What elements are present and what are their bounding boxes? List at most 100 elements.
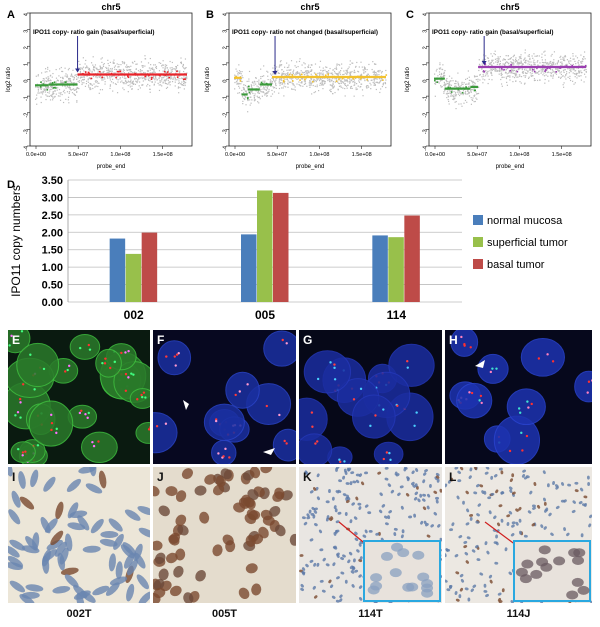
probe-point (258, 92, 260, 94)
probe-point (93, 69, 95, 71)
probe-point (87, 81, 90, 83)
probe-point (61, 82, 63, 84)
probe-point (78, 81, 80, 83)
probe-point (279, 61, 282, 63)
stained-nucleus (413, 496, 418, 501)
probe-point (44, 88, 46, 90)
probe-point (466, 93, 468, 95)
probe-point (114, 83, 117, 85)
probe-point (358, 78, 360, 80)
probe-point (442, 64, 444, 66)
fish-signal (84, 413, 87, 416)
probe-point (490, 71, 493, 73)
probe-point (131, 82, 133, 84)
probe-point (440, 75, 442, 78)
stained-nucleus (353, 516, 358, 520)
probe-point (90, 62, 93, 64)
probe-point (96, 75, 98, 77)
stained-nucleus (368, 529, 373, 533)
probe-point (287, 86, 289, 88)
probe-point (275, 87, 277, 90)
stained-nucleus (470, 588, 474, 593)
probe-point (567, 68, 569, 70)
probe-point (572, 67, 574, 69)
probe-point (166, 67, 168, 69)
probe-point (490, 72, 492, 74)
probe-point (73, 88, 75, 90)
fish-signal (234, 393, 237, 397)
stained-nucleus (469, 514, 474, 517)
probe-point (539, 79, 541, 81)
probe-point (165, 66, 167, 68)
fish-signal (64, 370, 67, 373)
probe-point (436, 68, 438, 71)
probe-point (459, 91, 461, 93)
probe-point (576, 72, 578, 75)
fish-signal (478, 399, 481, 402)
x-tick-label: 1.5e+08 (552, 152, 572, 158)
probe-point (139, 87, 141, 89)
probe-point (258, 102, 260, 104)
probe-point (270, 85, 272, 87)
probe-point (256, 95, 258, 97)
probe-point (296, 72, 299, 74)
probe-point (458, 94, 461, 97)
probe-point (140, 61, 143, 63)
probe-point (93, 83, 95, 85)
segment-probe (39, 86, 42, 88)
probe-point (513, 76, 516, 79)
probe-point (353, 95, 355, 97)
probe-point (177, 78, 179, 80)
probe-point (309, 66, 311, 69)
probe-point (475, 93, 478, 95)
probe-point (345, 70, 348, 72)
probe-point (306, 85, 308, 87)
probe-point (114, 72, 116, 74)
probe-point (520, 82, 522, 84)
fish-signal (310, 411, 314, 414)
fish-signal (86, 416, 89, 420)
probe-point (512, 76, 514, 78)
probe-point (370, 84, 372, 86)
probe-point (372, 81, 374, 84)
probe-point (561, 65, 563, 67)
stained-nucleus (9, 580, 26, 593)
probe-point (510, 69, 512, 71)
probe-point (356, 61, 358, 64)
probe-point (580, 70, 582, 72)
probe-point (580, 61, 582, 63)
probe-point (330, 72, 332, 74)
probe-point (172, 77, 174, 79)
probe-point (321, 84, 323, 86)
probe-point (118, 75, 120, 77)
probe-point (147, 76, 150, 78)
probe-point (148, 79, 150, 82)
stained-nucleus (318, 529, 323, 534)
probe-point (569, 67, 571, 69)
probe-point (378, 71, 380, 73)
stained-nucleus (65, 533, 73, 552)
inset-nucleus (553, 556, 566, 566)
stained-nucleus (509, 478, 513, 483)
probe-point (48, 86, 50, 89)
stained-nucleus (445, 553, 447, 558)
probe-point (572, 63, 574, 66)
probe-point (86, 80, 88, 82)
probe-point (266, 88, 268, 90)
probe-point (47, 95, 49, 97)
probe-point (530, 64, 533, 66)
stained-nucleus (387, 515, 391, 520)
probe-point (487, 82, 489, 85)
stained-nucleus (194, 485, 207, 496)
probe-point (471, 80, 473, 83)
probe-point (186, 72, 188, 74)
probe-point (148, 67, 151, 69)
fish-signal (24, 450, 27, 453)
probe-point (130, 69, 132, 71)
probe-point (151, 81, 153, 83)
probe-point (555, 73, 558, 75)
probe-point (544, 82, 546, 84)
probe-point (166, 71, 168, 74)
probe-point (253, 95, 255, 97)
probe-point (349, 86, 352, 88)
